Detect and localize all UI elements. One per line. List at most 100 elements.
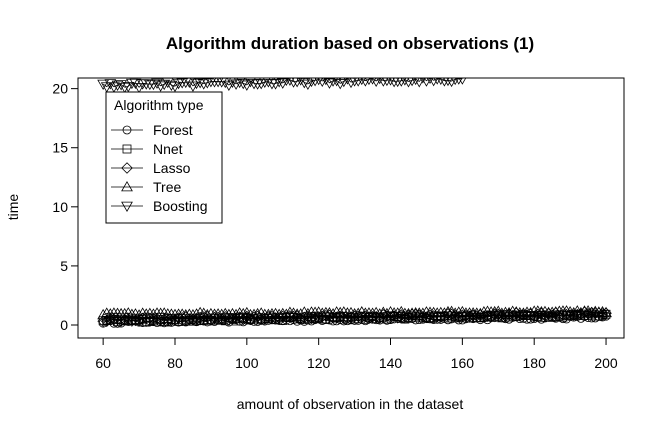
data-point-tree xyxy=(377,306,390,317)
x-axis-label: amount of observation in the dataset xyxy=(237,396,464,412)
data-point-tree xyxy=(560,305,573,316)
data-point-tree xyxy=(582,305,594,316)
data-point-tree xyxy=(427,306,440,318)
data-point-tree xyxy=(564,306,577,317)
data-point-boosting xyxy=(298,78,311,89)
data-point-tree xyxy=(431,307,444,318)
data-point-boosting xyxy=(364,78,374,86)
data-point-boosting xyxy=(209,78,220,88)
series-boosting xyxy=(97,78,467,94)
legend-label-nnet: Nnet xyxy=(153,141,183,157)
data-point-tree xyxy=(100,307,113,318)
data-point-tree xyxy=(381,307,393,319)
data-point-boosting xyxy=(428,78,439,87)
data-point-boosting xyxy=(230,79,242,90)
legend-marker-lasso xyxy=(121,162,133,174)
data-point-boosting xyxy=(407,78,417,87)
data-point-tree xyxy=(539,305,551,317)
legend-box xyxy=(105,91,223,224)
data-point-boosting xyxy=(400,78,410,86)
data-point-boosting xyxy=(396,78,407,87)
data-point-tree xyxy=(337,306,350,317)
data-point-tree xyxy=(158,307,171,318)
data-point-boosting xyxy=(226,78,239,89)
x-tick-label: 60 xyxy=(95,355,111,371)
data-point-lasso xyxy=(115,315,127,327)
data-point-lasso xyxy=(589,307,602,319)
data-point-boosting xyxy=(433,78,442,85)
data-point-tree xyxy=(122,307,135,318)
data-point-tree xyxy=(438,307,451,318)
data-point-tree xyxy=(197,307,210,318)
data-point-tree xyxy=(248,308,260,319)
data-point-tree xyxy=(416,307,429,318)
data-point-boosting xyxy=(388,78,400,88)
data-point-tree xyxy=(449,307,462,318)
data-point-boosting xyxy=(151,78,163,89)
data-point-tree xyxy=(345,306,357,318)
data-point-boosting xyxy=(133,82,145,94)
data-point-tree xyxy=(194,306,207,318)
x-tick-label: 120 xyxy=(307,355,331,371)
data-point-tree xyxy=(276,307,289,319)
data-point-nnet xyxy=(120,315,130,325)
data-point-boosting xyxy=(443,78,453,87)
x-tick-label: 140 xyxy=(379,355,403,371)
data-point-tree xyxy=(233,307,246,318)
data-point-boosting xyxy=(413,78,425,88)
data-point-lasso xyxy=(259,312,271,325)
data-point-boosting xyxy=(259,78,271,88)
data-point-boosting xyxy=(147,79,160,91)
data-point-tree xyxy=(470,307,483,318)
data-point-boosting xyxy=(183,78,196,89)
data-point-tree xyxy=(136,307,149,318)
data-point-tree xyxy=(517,307,530,318)
data-point-tree xyxy=(600,306,612,318)
data-point-tree xyxy=(280,308,293,319)
y-axis: 0 5 10 15 20 xyxy=(52,81,79,333)
data-point-lasso xyxy=(100,315,113,328)
data-point-boosting xyxy=(140,79,153,90)
data-point-boosting xyxy=(378,78,389,87)
x-tick-label: 180 xyxy=(523,355,547,371)
data-point-boosting xyxy=(158,79,171,91)
data-point-boosting xyxy=(368,78,377,85)
data-point-tree xyxy=(585,306,598,317)
data-point-tree xyxy=(492,305,505,316)
data-point-tree xyxy=(226,307,239,319)
data-point-tree xyxy=(219,307,232,319)
data-point-tree xyxy=(312,306,325,317)
data-point-tree xyxy=(251,307,264,319)
data-point-boosting xyxy=(172,78,185,90)
data-point-tree xyxy=(201,308,214,320)
data-point-tree xyxy=(237,307,250,319)
data-point-tree xyxy=(355,306,368,317)
data-point-boosting xyxy=(439,78,450,87)
data-point-tree xyxy=(478,306,490,317)
data-point-tree xyxy=(549,306,562,317)
data-point-boosting xyxy=(281,78,291,87)
data-point-tree xyxy=(481,305,494,316)
data-point-tree xyxy=(230,308,242,320)
data-point-tree xyxy=(97,308,110,320)
data-point-tree xyxy=(531,305,544,316)
data-point-boosting xyxy=(97,79,110,91)
data-point-tree xyxy=(205,307,217,319)
data-point-boosting xyxy=(392,78,403,88)
data-point-boosting xyxy=(386,78,395,86)
data-point-tree xyxy=(571,305,584,316)
legend-marker-forest xyxy=(122,125,132,135)
data-point-tree xyxy=(179,308,192,320)
data-point-boosting xyxy=(108,82,120,93)
data-point-tree xyxy=(133,309,145,320)
data-point-tree xyxy=(348,307,361,319)
data-point-tree xyxy=(384,306,397,317)
data-point-tree xyxy=(190,308,203,319)
data-point-tree xyxy=(316,307,329,318)
legend-marker-boosting xyxy=(121,201,133,213)
legend-label-forest: Forest xyxy=(153,122,193,138)
data-point-tree xyxy=(104,308,117,319)
data-point-boosting xyxy=(262,78,274,88)
data-point-tree xyxy=(434,306,447,318)
